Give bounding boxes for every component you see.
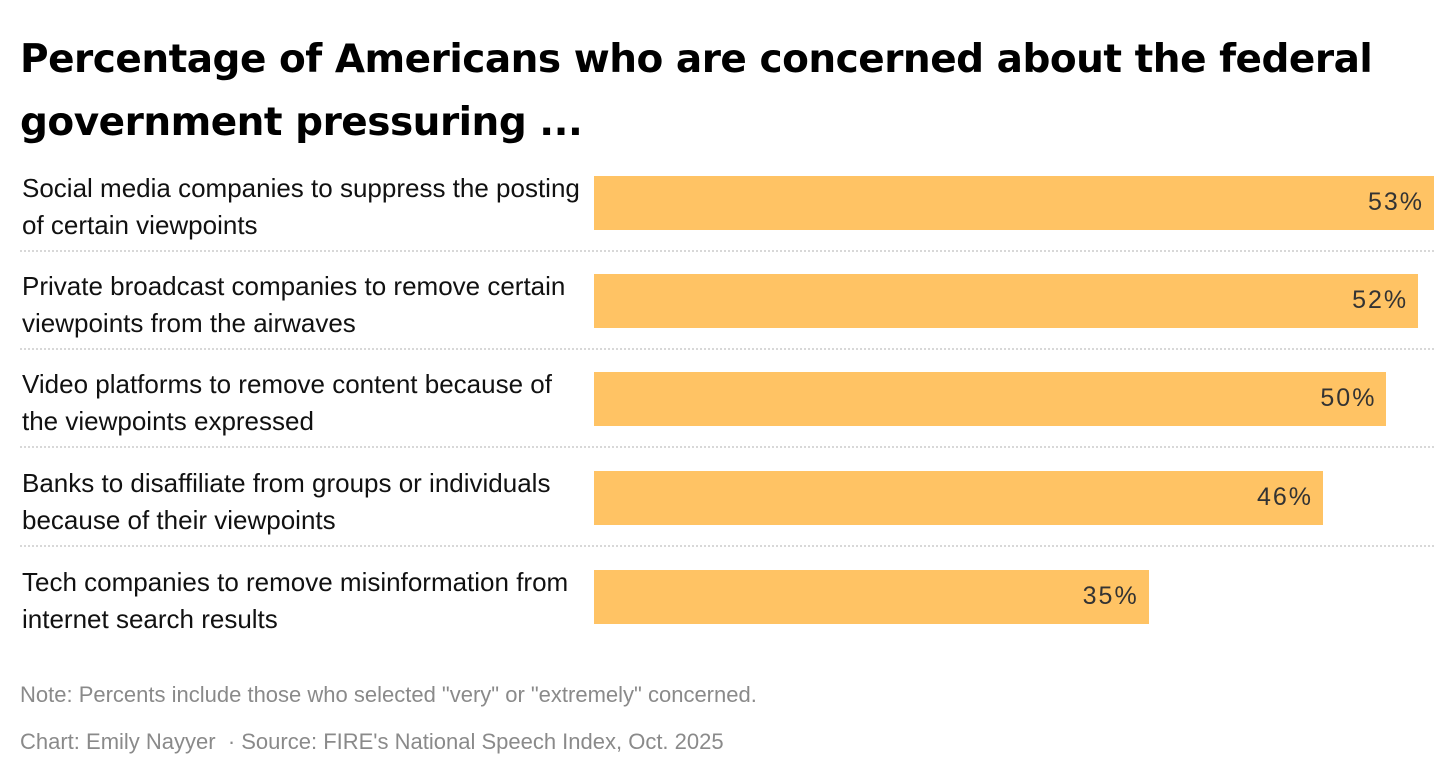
category-label: Private broadcast companies to remove ce… <box>22 271 566 338</box>
category-label: Video platforms to remove content becaus… <box>22 369 552 436</box>
row-divider <box>20 446 1434 448</box>
bar-row: Private broadcast companies to remove ce… <box>20 268 1434 366</box>
bar-row: Banks to disaffiliate from groups or ind… <box>20 465 1434 563</box>
value-label: 53% <box>1367 188 1424 216</box>
row-divider <box>20 348 1434 350</box>
chart-note: Note: Percents include those who selecte… <box>20 682 757 707</box>
value-label: 52% <box>1352 286 1409 314</box>
category-label: Tech companies to remove misinformation … <box>22 567 569 634</box>
row-divider <box>20 545 1434 547</box>
bar: 53% <box>594 176 1434 230</box>
value-label: 46% <box>1257 483 1314 511</box>
bar-row: Video platforms to remove content becaus… <box>20 366 1434 464</box>
bar-row: Social media companies to suppress the p… <box>20 170 1434 268</box>
value-label: 35% <box>1082 582 1139 610</box>
bar: 52% <box>594 274 1419 328</box>
bar-row: Tech companies to remove misinformation … <box>20 564 1434 662</box>
bar: 35% <box>594 570 1149 624</box>
bar: 50% <box>594 372 1387 426</box>
category-label: Social media companies to suppress the p… <box>22 173 580 240</box>
bar: 46% <box>594 471 1324 525</box>
chart-title: Percentage of Americans who are concerne… <box>20 37 1373 145</box>
row-divider <box>20 250 1434 252</box>
chart-credit: Chart: Emily Nayyer · Source: FIRE's Nat… <box>20 729 724 754</box>
value-label: 50% <box>1320 384 1377 412</box>
category-label: Banks to disaffiliate from groups or ind… <box>22 468 551 535</box>
